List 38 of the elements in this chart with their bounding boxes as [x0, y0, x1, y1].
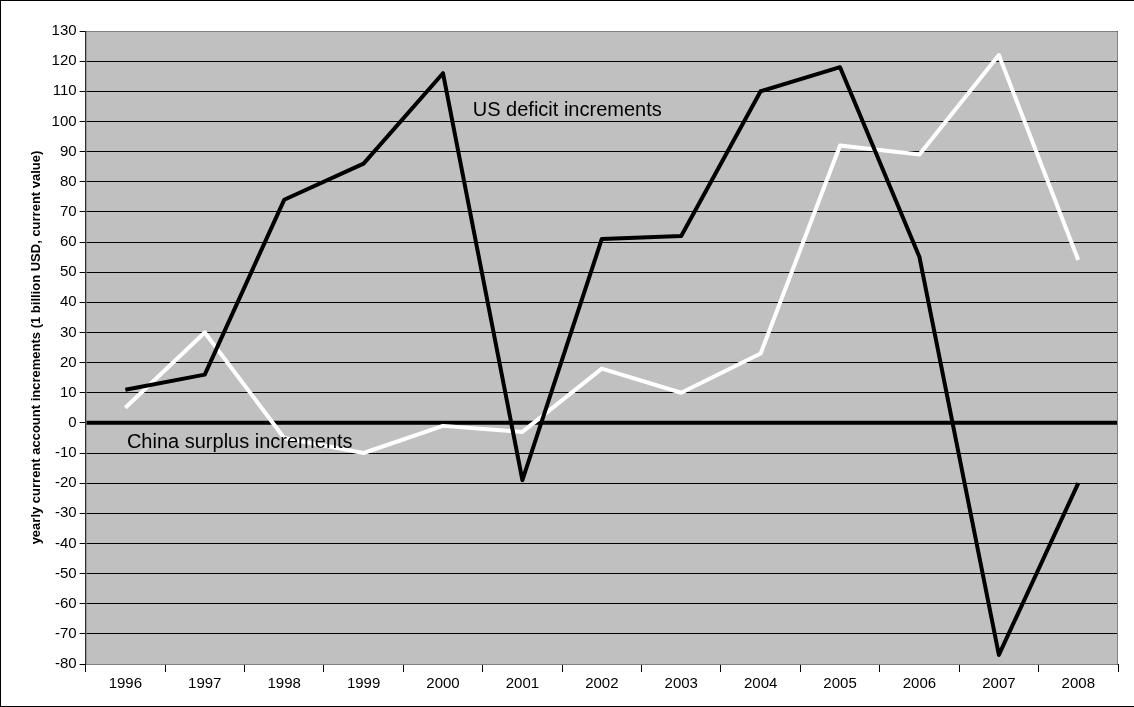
y-tick-label: -20 — [54, 473, 77, 491]
x-tick-label: 2003 — [664, 674, 698, 692]
y-tick-label: 90 — [59, 141, 77, 159]
x-tick-label: 2006 — [902, 674, 937, 692]
y-tick-label: -60 — [54, 593, 77, 611]
y-tick-label: -50 — [54, 563, 77, 581]
y-tick-label: -40 — [54, 533, 77, 551]
y-tick-label: 20 — [59, 352, 77, 370]
y-tick-label: 0 — [68, 413, 77, 430]
y-axis-title: yearly current account increments (1 billion USD, current value) — [28, 150, 44, 545]
x-tick-label: 2000 — [426, 674, 460, 692]
y-tick-label: -30 — [54, 503, 77, 521]
series-label: US deficit increments — [472, 97, 662, 120]
y-tick-label: 50 — [59, 262, 77, 280]
y-tick-label: 70 — [59, 202, 77, 219]
y-tick-label: 10 — [59, 382, 77, 400]
y-tick-label: -80 — [54, 654, 77, 672]
x-tick-label: 1999 — [346, 674, 381, 692]
series-label: China surplus increments — [126, 429, 353, 452]
x-tick-label: 1998 — [267, 674, 301, 692]
y-tick-label: 100 — [51, 111, 77, 129]
y-tick-label: -70 — [54, 624, 77, 641]
x-tick-label: 2002 — [585, 674, 619, 692]
y-tick-label: 60 — [59, 232, 77, 250]
y-tick-label: 110 — [52, 81, 77, 99]
x-tick-label: 2005 — [823, 674, 857, 692]
y-tick-label: 40 — [59, 292, 77, 310]
y-tick-label: -10 — [54, 443, 77, 461]
x-tick-label: 2008 — [1061, 674, 1095, 692]
y-tick-label: 30 — [59, 322, 77, 340]
y-tick-label: 80 — [59, 171, 77, 189]
y-tick-label: 120 — [51, 51, 77, 69]
x-tick-label: 2007 — [982, 674, 1016, 692]
y-tick-label: 130 — [51, 21, 77, 39]
x-tick-label: 1996 — [108, 674, 143, 692]
x-tick-label: 2004 — [743, 674, 778, 692]
x-tick-label: 1997 — [188, 674, 222, 692]
x-tick-label: 2001 — [505, 674, 540, 692]
